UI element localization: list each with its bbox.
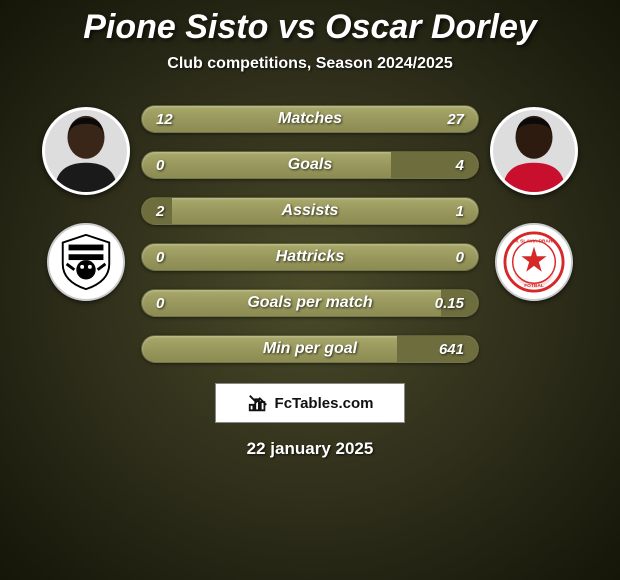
title-vs: vs <box>278 8 316 46</box>
player1-avatar <box>42 107 130 195</box>
paok-badge-icon <box>55 231 117 293</box>
fctables-logo[interactable]: FcTables.com <box>215 383 405 423</box>
stats-column: 12Matches270Goals42Assists10Hattricks00G… <box>141 99 479 363</box>
stat-label: Matches <box>142 110 478 128</box>
logo-text: FcTables.com <box>275 395 374 412</box>
stat-bar-matches: 12Matches27 <box>141 105 479 133</box>
stat-bar-assists: 2Assists1 <box>141 197 479 225</box>
stat-value-right: 0.15 <box>434 295 464 312</box>
main-row: 12Matches270Goals42Assists10Hattricks00G… <box>0 99 620 363</box>
stat-value-right: 0 <box>434 249 464 266</box>
player2-club-badge: SK SLAVIA PRAHA FOTBAL <box>495 223 573 301</box>
stat-label: Assists <box>142 202 478 220</box>
date-label: 22 january 2025 <box>247 439 374 459</box>
stat-value-right: 641 <box>434 341 464 358</box>
page-title: Pione Sisto vs Oscar Dorley <box>83 8 537 47</box>
stat-label: Min per goal <box>142 340 478 358</box>
stat-bar-min-per-goal: Min per goal641 <box>141 335 479 363</box>
stat-value-right: 1 <box>434 203 464 220</box>
svg-text:SK SLAVIA PRAHA: SK SLAVIA PRAHA <box>512 239 556 245</box>
stat-value-right: 4 <box>434 157 464 174</box>
stat-label: Goals <box>142 156 478 174</box>
player1-club-badge <box>47 223 125 301</box>
subtitle: Club competitions, Season 2024/2025 <box>167 55 452 73</box>
slavia-praha-badge-icon: SK SLAVIA PRAHA FOTBAL <box>503 231 565 293</box>
title-player1: Pione Sisto <box>83 8 268 46</box>
person-icon <box>47 110 125 192</box>
person-icon <box>495 110 573 192</box>
stat-value-right: 27 <box>434 111 464 128</box>
stat-bar-goals: 0Goals4 <box>141 151 479 179</box>
chart-icon <box>247 392 269 414</box>
stat-label: Goals per match <box>142 294 478 312</box>
stat-bar-hattricks: 0Hattricks0 <box>141 243 479 271</box>
player2-avatar <box>490 107 578 195</box>
right-column: SK SLAVIA PRAHA FOTBAL <box>479 99 589 301</box>
title-player2: Oscar Dorley <box>325 8 537 46</box>
stat-label: Hattricks <box>142 248 478 266</box>
stat-bar-goals-per-match: 0Goals per match0.15 <box>141 289 479 317</box>
left-column <box>31 99 141 301</box>
comparison-card: Pione Sisto vs Oscar Dorley Club competi… <box>0 0 620 580</box>
